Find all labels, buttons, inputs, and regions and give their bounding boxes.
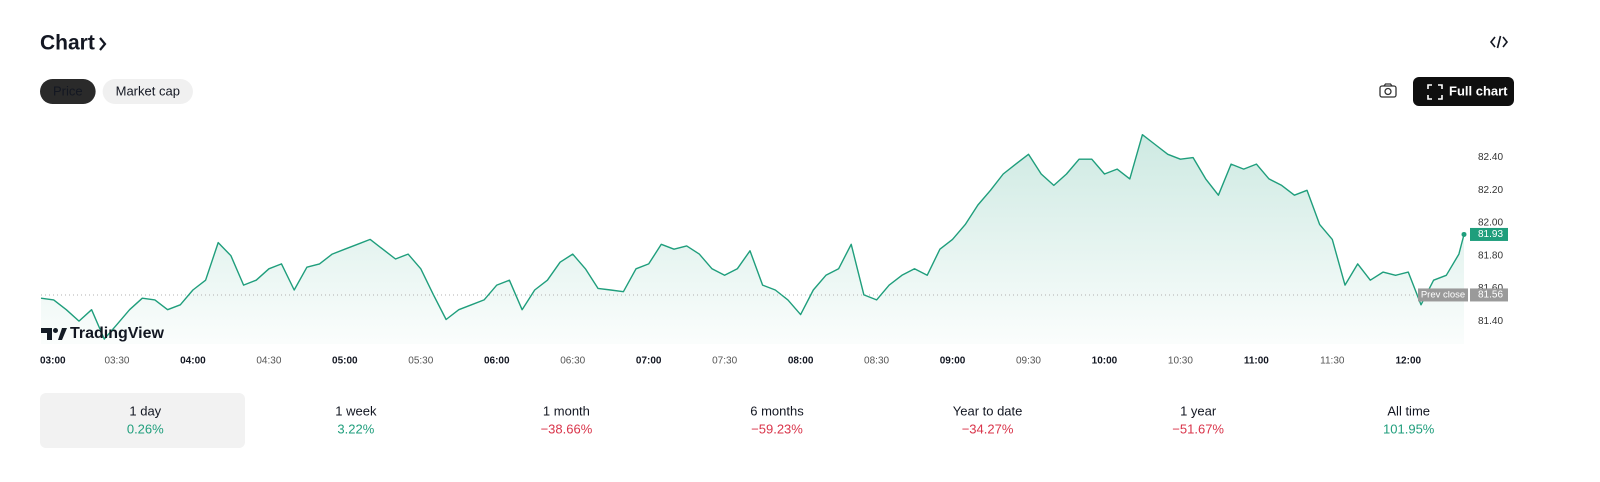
period-button[interactable]: 1 year −51.67% (1172, 403, 1224, 436)
x-tick-label: 04:30 (256, 356, 281, 367)
period-label: All time (1387, 403, 1430, 418)
period-button[interactable]: All time 101.95% (1383, 403, 1435, 436)
expand-icon (1427, 84, 1443, 100)
tab-bg (40, 79, 96, 104)
period-button[interactable]: 1 month −38.66% (541, 403, 593, 436)
period-change: 0.26% (127, 421, 164, 436)
period-label: 6 months (750, 403, 804, 418)
prev-close-label: Prev close (1421, 289, 1465, 300)
price-line (40, 134, 1465, 340)
period-change: −38.66% (541, 421, 593, 436)
x-tick-label: 04:00 (180, 356, 206, 367)
camera-icon[interactable] (1379, 83, 1397, 98)
prev-close-tag (1418, 288, 1468, 302)
prev-close-value: 81.56 (1478, 290, 1503, 301)
x-tick-label: 10:00 (1092, 356, 1118, 367)
x-tick-label: 06:30 (560, 356, 585, 367)
tab-bg (102, 79, 193, 104)
period-change: 101.95% (1383, 421, 1435, 436)
title[interactable]: Chart (40, 32, 95, 55)
period-button[interactable]: 6 months −59.23% (750, 403, 804, 436)
x-tick-label: 03:00 (40, 356, 66, 367)
period-button[interactable]: 1 day 0.26% (40, 393, 245, 448)
x-tick-label: 05:00 (332, 356, 358, 367)
tab[interactable]: Market cap (102, 79, 193, 104)
x-tick-label: 08:00 (788, 356, 814, 367)
period-label: 1 month (543, 403, 590, 418)
x-tick-label: 03:30 (104, 356, 129, 367)
period-change: 3.22% (337, 421, 374, 436)
full-chart-label: Full chart (1449, 83, 1508, 98)
period-label: 1 year (1180, 403, 1217, 418)
x-tick-label: 11:00 (1244, 356, 1269, 367)
tab-label: Price (53, 83, 83, 98)
x-tick-label: 12:00 (1396, 356, 1422, 367)
period-label: Year to date (953, 403, 1023, 418)
period-label: 1 day (129, 403, 161, 418)
period-change: −59.23% (751, 421, 803, 436)
tab-label: Market cap (116, 83, 180, 98)
embed-icon[interactable] (1489, 35, 1509, 49)
x-tick-label: 06:00 (484, 356, 510, 367)
y-tick-label: 81.80 (1478, 250, 1503, 261)
period-label: 1 week (335, 403, 377, 418)
price-area (41, 134, 1464, 344)
x-tick-label: 11:30 (1320, 356, 1345, 367)
x-tick-label: 09:00 (940, 356, 966, 367)
last-price-tag (1470, 227, 1508, 241)
y-tick-label: 81.40 (1478, 316, 1503, 327)
x-tick-label: 08:30 (864, 356, 889, 367)
x-tick-label: 07:00 (636, 356, 662, 367)
period-button[interactable]: 1 week 3.22% (335, 403, 377, 436)
period-button[interactable]: Year to date −34.27% (953, 403, 1023, 436)
x-tick-label: 05:30 (408, 356, 433, 367)
tab[interactable]: Price (40, 79, 96, 104)
chevron-icon (99, 37, 107, 51)
full-chart-button[interactable]: Full chart (1413, 77, 1514, 106)
x-tick-label: 10:30 (1168, 356, 1193, 367)
last-point (1461, 231, 1467, 237)
y-tick-label: 82.00 (1478, 218, 1503, 229)
x-tick-label: 09:30 (1016, 356, 1041, 367)
last-price-label: 81.93 (1478, 229, 1503, 240)
y-tick-label: 82.20 (1478, 185, 1503, 196)
x-tick-label: 07:30 (712, 356, 737, 367)
period-change: −34.27% (962, 421, 1014, 436)
watermark: TradingView (70, 325, 165, 342)
period-change: −51.67% (1172, 421, 1224, 436)
prev-close-value-tag (1470, 288, 1508, 302)
period-bg (40, 393, 245, 448)
y-tick-label: 82.40 (1478, 152, 1503, 163)
